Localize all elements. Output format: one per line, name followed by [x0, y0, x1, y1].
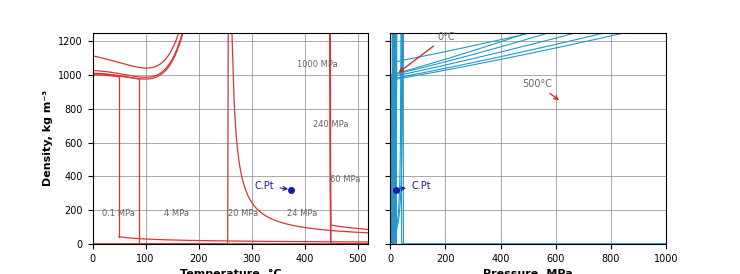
- Text: 60 MPa: 60 MPa: [330, 175, 360, 184]
- Text: 0.1 MPa: 0.1 MPa: [102, 209, 135, 218]
- Text: 20 MPa: 20 MPa: [228, 209, 258, 218]
- Y-axis label: Density, kg m⁻³: Density, kg m⁻³: [43, 90, 53, 186]
- X-axis label: Pressure, MPa: Pressure, MPa: [483, 269, 573, 274]
- Text: C.Pt: C.Pt: [255, 181, 287, 191]
- Text: 500°C: 500°C: [522, 79, 558, 99]
- Text: C.Pt: C.Pt: [399, 181, 431, 191]
- Text: 4 MPa: 4 MPa: [164, 209, 189, 218]
- Text: 1000 MPa: 1000 MPa: [297, 60, 337, 68]
- Text: 0°C: 0°C: [400, 32, 455, 72]
- X-axis label: Temperature, °C: Temperature, °C: [180, 269, 281, 274]
- Text: 240 MPa: 240 MPa: [312, 120, 348, 129]
- Text: 24 MPa: 24 MPa: [287, 209, 317, 218]
